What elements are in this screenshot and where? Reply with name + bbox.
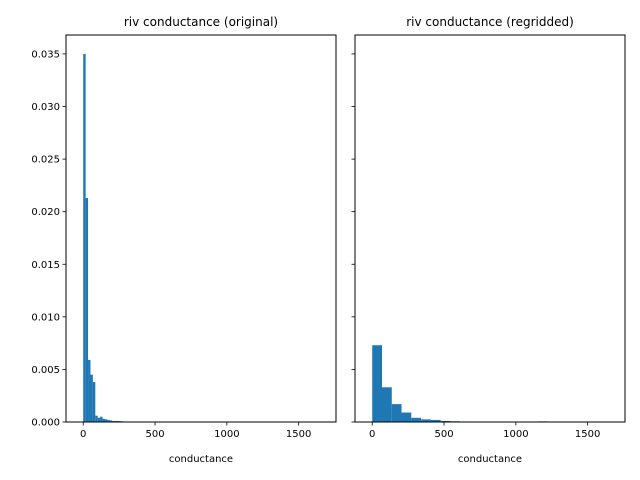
y-tick-label: 0.010 (31, 312, 60, 323)
x-tick-label: 1500 (286, 429, 311, 440)
histogram-bar (95, 415, 98, 422)
histogram-bar (401, 412, 412, 422)
histogram-bar (440, 420, 451, 422)
y-tick-label: 0.015 (31, 260, 60, 271)
histogram-bar (382, 387, 392, 422)
y-tick-label: 0.020 (31, 207, 60, 218)
histogram-bar (90, 374, 93, 422)
x-tick-label: 500 (434, 429, 453, 440)
x-axis-label: conductance (169, 454, 233, 465)
histogram-bar (107, 419, 110, 422)
axes-regridded-histogram: 0 500 1000 1500 riv conductance (regridded) c… (351, 15, 626, 465)
x-tick-label: 1000 (214, 429, 239, 440)
histogram-bar (109, 420, 113, 422)
histogram-bar (114, 420, 118, 422)
axes-frame (65, 34, 337, 423)
histogram-bar (83, 53, 86, 423)
histogram-bar (100, 416, 103, 422)
axes-title: riv conductance (regridded) (406, 15, 574, 29)
x-tick-label: 0 (369, 429, 375, 440)
x-tick-label: 500 (145, 429, 164, 440)
histogram-bar (97, 417, 101, 422)
histogram-bar (92, 382, 96, 422)
y-tick-label: 0.025 (31, 155, 60, 166)
histogram-bar (372, 345, 382, 422)
axes-original-histogram: 0 500 1000 1500 0.000 0.005 0.010 0.015 0.020 0.0… (31, 15, 337, 465)
histogram-bar (85, 198, 89, 422)
axes-title: riv conductance (original) (124, 15, 278, 29)
histogram-bar (104, 419, 108, 422)
histogram-bar (102, 418, 105, 422)
y-tick-label: 0.030 (31, 102, 60, 113)
y-tick-label: 0.000 (31, 418, 60, 429)
x-tick-label: 1000 (503, 429, 528, 440)
y-tick-label: 0.035 (31, 49, 60, 60)
histogram-bar (430, 419, 441, 422)
histogram-bar (391, 404, 402, 422)
x-axis-label: conductance (458, 454, 522, 465)
x-tick-label: 0 (80, 429, 86, 440)
histogram-bar (112, 420, 115, 422)
y-tick-label: 0.005 (31, 365, 60, 376)
histogram-bar (421, 419, 431, 422)
histogram-bar (88, 359, 91, 422)
x-tick-label: 1500 (575, 429, 600, 440)
histogram-bar (117, 420, 120, 422)
axes-frame (354, 34, 626, 423)
histogram-bar (411, 417, 422, 422)
